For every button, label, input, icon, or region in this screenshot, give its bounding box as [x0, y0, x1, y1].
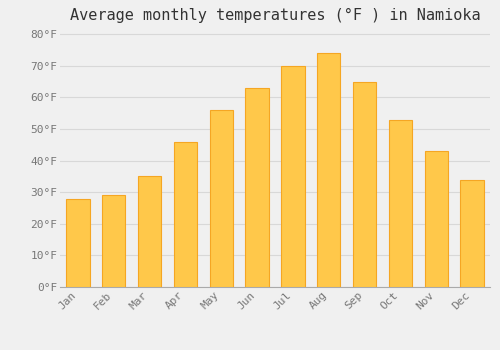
Bar [353, 82, 376, 287]
Bar [174, 142, 197, 287]
Bar [424, 151, 448, 287]
Bar [389, 120, 412, 287]
Bar [317, 53, 340, 287]
Bar [460, 180, 483, 287]
Bar [246, 88, 268, 287]
Bar [210, 110, 233, 287]
Title: Average monthly temperatures (°F ) in Namioka: Average monthly temperatures (°F ) in Na… [70, 8, 480, 23]
Bar [102, 195, 126, 287]
Bar [66, 198, 90, 287]
Bar [138, 176, 161, 287]
Bar [282, 66, 304, 287]
